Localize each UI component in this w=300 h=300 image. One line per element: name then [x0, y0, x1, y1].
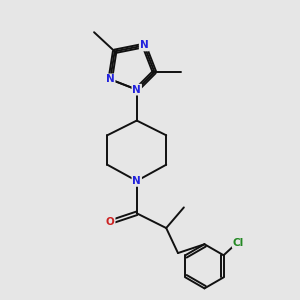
Text: N: N — [132, 176, 141, 186]
Text: N: N — [140, 40, 148, 50]
Text: Cl: Cl — [233, 238, 244, 248]
Text: O: O — [106, 217, 115, 227]
Text: N: N — [132, 85, 141, 94]
Text: N: N — [106, 74, 115, 84]
